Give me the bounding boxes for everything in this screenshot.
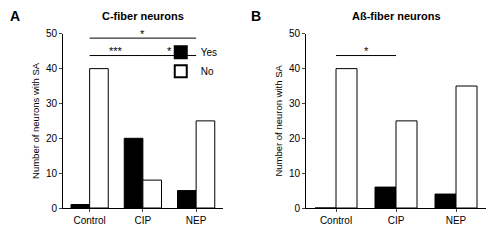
svg-text:C-fiber neurons: C-fiber neurons <box>102 10 184 22</box>
svg-text:20: 20 <box>46 133 58 144</box>
svg-text:Aß-fiber neurons: Aß-fiber neurons <box>352 10 441 22</box>
svg-text:B: B <box>251 8 261 24</box>
svg-text:No: No <box>201 66 214 77</box>
svg-text:*: * <box>140 28 145 40</box>
svg-text:Control: Control <box>74 215 106 226</box>
svg-text:10: 10 <box>46 168 58 179</box>
svg-text:30: 30 <box>46 98 58 109</box>
svg-text:Yes: Yes <box>201 47 217 58</box>
svg-text:A: A <box>10 8 20 24</box>
svg-text:10: 10 <box>289 168 301 179</box>
svg-text:0: 0 <box>51 203 57 214</box>
svg-text:*: * <box>167 45 172 57</box>
svg-text:40: 40 <box>289 63 301 74</box>
svg-text:***: *** <box>109 45 123 57</box>
svg-text:Number of neurons with SA: Number of neurons with SA <box>30 62 41 179</box>
svg-text:Number of neuron with SA: Number of neuron with SA <box>273 65 284 177</box>
svg-text:CIP: CIP <box>388 215 405 226</box>
svg-text:30: 30 <box>289 98 301 109</box>
svg-text:20: 20 <box>289 133 301 144</box>
svg-text:Control: Control <box>320 215 352 226</box>
svg-text:0: 0 <box>294 203 300 214</box>
svg-text:50: 50 <box>289 28 301 39</box>
svg-text:NEP: NEP <box>446 215 467 226</box>
svg-text:50: 50 <box>46 28 58 39</box>
svg-text:40: 40 <box>46 63 58 74</box>
svg-text:NEP: NEP <box>186 215 207 226</box>
svg-text:*: * <box>364 45 369 57</box>
svg-text:CIP: CIP <box>135 215 152 226</box>
